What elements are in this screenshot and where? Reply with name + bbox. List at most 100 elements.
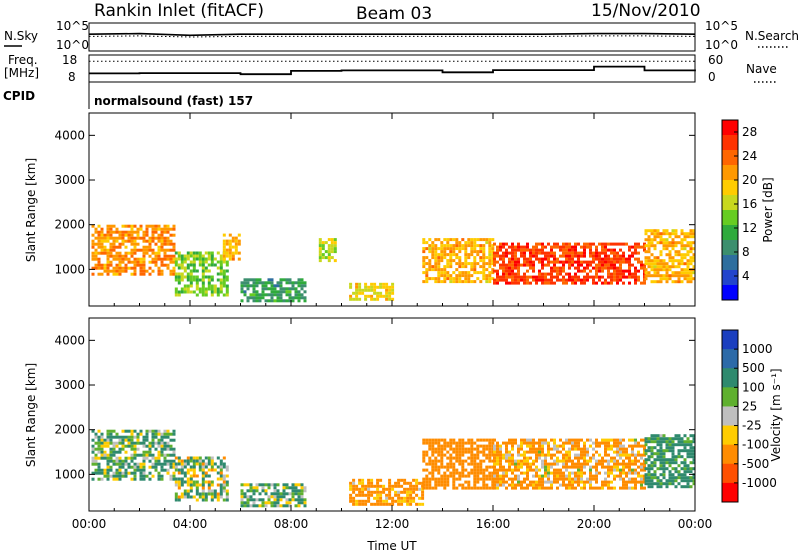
vel-cbar-cell-2 bbox=[722, 368, 738, 388]
cpid-strip: CPID normalsound (fast) 157 bbox=[3, 82, 253, 109]
power-ytick-2: 3000 bbox=[54, 173, 85, 187]
vel-cbar-cell-7 bbox=[722, 463, 738, 484]
power-cbar-cell-4 bbox=[722, 180, 738, 196]
power-cbar-tick-6: 28 bbox=[742, 125, 757, 139]
vel-xtick-6: 00:00 bbox=[678, 517, 713, 531]
time-axis-label: Time UT bbox=[366, 539, 417, 553]
vel-region-1 bbox=[174, 456, 229, 502]
vel-cbar-tick-6: -500 bbox=[742, 457, 769, 471]
vel-cbar-tick-2: 100 bbox=[742, 380, 765, 394]
power-cbar-cell-11 bbox=[722, 285, 738, 301]
power-x-axis bbox=[88, 113, 696, 306]
vel-region-6 bbox=[644, 434, 696, 489]
power-cbar-cell-3 bbox=[722, 165, 738, 181]
power-region-4 bbox=[318, 238, 337, 263]
velocity-y-axis: 1000 2000 3000 4000 bbox=[54, 333, 695, 481]
power-region-2 bbox=[222, 233, 241, 261]
power-cbar-cell-8 bbox=[722, 240, 738, 256]
beam-title: Beam 03 bbox=[356, 4, 432, 24]
nave-label: Nave bbox=[746, 62, 777, 76]
power-cbar-tick-5: 24 bbox=[742, 149, 757, 163]
vel-ytick-1: 2000 bbox=[54, 423, 85, 437]
power-cbar-tick-1: 8 bbox=[742, 245, 750, 259]
noise-line-0 bbox=[88, 32, 696, 37]
vel-region-2 bbox=[240, 483, 307, 508]
vel-ytick-2: 3000 bbox=[54, 378, 85, 392]
power-y-axis: 1000 2000 3000 4000 bbox=[54, 128, 695, 276]
power-cbar-label: Power [dB] bbox=[761, 177, 775, 242]
freq-strip: Freq. [MHz] 18 8 60 0 Nave bbox=[4, 53, 778, 84]
power-cbar-cell-2 bbox=[722, 150, 738, 166]
power-cbar-tick-3: 16 bbox=[742, 197, 757, 211]
power-cbar-cell-9 bbox=[722, 255, 738, 271]
power-cbar-tick-0: 4 bbox=[742, 269, 750, 283]
freq-tick-high: 18 bbox=[62, 53, 77, 67]
vel-cbar-cell-1 bbox=[722, 349, 738, 369]
nsky-tick-high: 10^5 bbox=[56, 19, 89, 33]
vel-cbar-cell-0 bbox=[722, 330, 738, 350]
power-cbar-cell-1 bbox=[722, 135, 738, 151]
vel-xtick-2: 08:00 bbox=[274, 517, 309, 531]
vel-xtick-4: 16:00 bbox=[476, 517, 511, 531]
nave-tick-high: 60 bbox=[708, 53, 723, 67]
power-region-7 bbox=[493, 242, 646, 285]
vel-xtick-0: 00:00 bbox=[72, 517, 107, 531]
vel-region-0 bbox=[91, 429, 176, 481]
nave-tick-low: 0 bbox=[708, 70, 716, 84]
vel-xtick-5: 20:00 bbox=[577, 517, 612, 531]
power-region-0 bbox=[91, 224, 176, 276]
noise-series bbox=[88, 32, 696, 38]
nsky-label: N.Sky bbox=[4, 29, 38, 43]
vel-ytick-3: 4000 bbox=[54, 333, 85, 347]
power-region-1 bbox=[174, 251, 229, 297]
power-panel: 1000 2000 3000 4000 Slant Range [km] bbox=[24, 112, 696, 307]
noise-line-1 bbox=[88, 35, 696, 38]
velocity-colorbar: 1000 500 100 25 -25 -100 -500 -1000 bbox=[721, 329, 777, 503]
vel-region-3 bbox=[349, 478, 425, 506]
velocity-cbar-label: Velocity [m s⁻¹] bbox=[769, 368, 783, 461]
freq-tick-low: 8 bbox=[68, 70, 76, 84]
vel-cbar-cell-3 bbox=[722, 387, 738, 407]
velocity-heatmap bbox=[91, 429, 696, 508]
noise-strip: N.Sky 10^5 10^0 10^5 10^0 N.Search bbox=[4, 19, 799, 52]
vel-xtick-1: 04:00 bbox=[173, 517, 208, 531]
cpid-text: normalsound (fast) 157 bbox=[94, 94, 253, 108]
power-cbar-cell-10 bbox=[722, 270, 738, 286]
velocity-x-axis: 00:00 04:00 08:00 12:00 16:00 20:00 00:00 bbox=[72, 318, 713, 531]
vel-cbar-tick-3: 25 bbox=[742, 399, 757, 413]
power-cbar-tick-4: 20 bbox=[742, 173, 757, 187]
vel-cbar-cell-6 bbox=[722, 444, 738, 465]
freq-unit-label: [MHz] bbox=[4, 66, 39, 80]
vel-ytick-0: 1000 bbox=[54, 467, 85, 481]
power-heatmap bbox=[91, 224, 696, 303]
power-cbar-cell-6 bbox=[722, 210, 738, 226]
vel-region-4 bbox=[422, 438, 495, 490]
vel-cbar-cell-8 bbox=[722, 482, 738, 503]
vel-xtick-3: 12:00 bbox=[375, 517, 410, 531]
nsearch-tick-low: 10^0 bbox=[705, 38, 738, 52]
vel-cbar-tick-5: -100 bbox=[742, 438, 769, 452]
power-ytick-0: 1000 bbox=[54, 262, 85, 276]
vel-cbar-cell-5 bbox=[722, 425, 738, 446]
power-ylabel: Slant Range [km] bbox=[24, 158, 38, 262]
vel-cbar-cell-4 bbox=[722, 406, 738, 427]
power-region-5 bbox=[349, 282, 395, 301]
velocity-panel: 1000 2000 3000 4000 00:00 04:00 08:00 12:00 16:… bbox=[24, 317, 713, 553]
power-colorbar: 4 8 12 16 20 24 28 bbox=[721, 119, 757, 301]
power-cbar-cell-5 bbox=[722, 195, 738, 211]
cpid-label: CPID bbox=[3, 89, 35, 103]
nsearch-tick-high: 10^5 bbox=[705, 19, 738, 33]
vel-region-5 bbox=[493, 438, 646, 490]
power-ytick-1: 2000 bbox=[54, 218, 85, 232]
power-region-3 bbox=[240, 278, 307, 303]
power-ytick-3: 4000 bbox=[54, 128, 85, 142]
freq-line bbox=[89, 65, 696, 76]
vel-cbar-tick-0: 1000 bbox=[742, 342, 773, 356]
freq-label: Freq. bbox=[8, 53, 38, 67]
vel-cbar-tick-4: -25 bbox=[742, 419, 762, 433]
date-title: 15/Nov/2010 bbox=[591, 1, 701, 21]
vel-cbar-tick-1: 500 bbox=[742, 361, 765, 375]
power-cbar-cell-0 bbox=[722, 120, 738, 136]
nsearch-label: N.Search bbox=[745, 29, 799, 43]
